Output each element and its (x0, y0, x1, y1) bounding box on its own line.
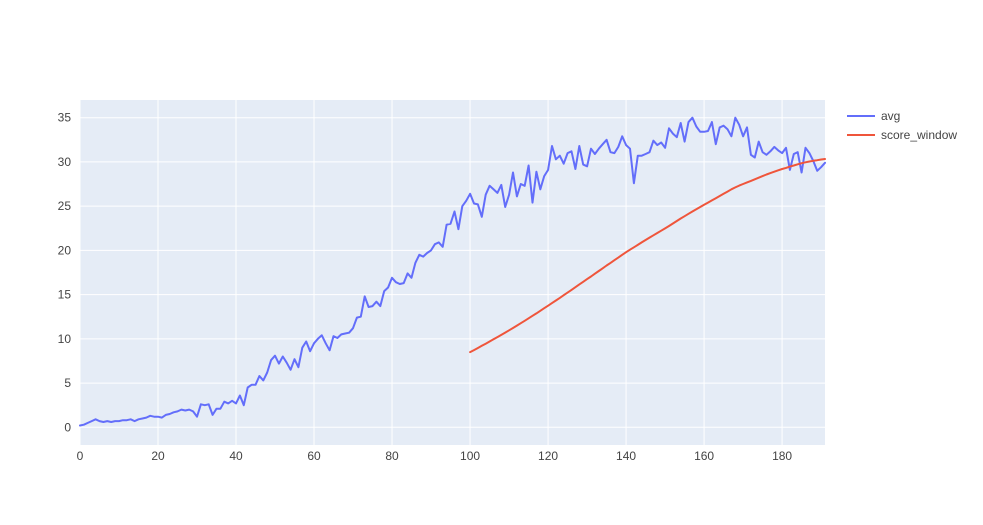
y-tick-label: 30 (58, 155, 72, 169)
x-tick-label: 80 (385, 449, 399, 463)
x-tick-label: 20 (151, 449, 165, 463)
legend-label: avg (881, 109, 900, 123)
series-line-score-window (469, 158, 826, 354)
y-tick-label: 35 (58, 111, 72, 125)
x-tick-label: 60 (307, 449, 321, 463)
x-tick-label: 180 (772, 449, 792, 463)
grid (79, 100, 825, 445)
x-tick-label: 40 (229, 449, 243, 463)
series-line-avg (79, 116, 826, 427)
x-tick-label: 120 (538, 449, 558, 463)
y-tick-label: 15 (58, 288, 72, 302)
series-lines (79, 116, 826, 427)
plot-background (80, 100, 825, 445)
x-axis-ticks: 0 20 40 60 80 100 120 140 160 180 (77, 449, 793, 463)
x-tick-label: 160 (694, 449, 714, 463)
y-tick-label: 20 (58, 243, 72, 257)
y-axis-ticks: 0 5 10 15 20 25 30 35 (58, 111, 72, 435)
y-tick-label: 0 (64, 420, 71, 434)
legend[interactable]: avg score_window (847, 109, 957, 142)
y-tick-label: 10 (58, 332, 72, 346)
legend-item-avg[interactable]: avg (847, 109, 900, 123)
legend-item-score-window[interactable]: score_window (847, 128, 957, 142)
y-tick-label: 25 (58, 199, 72, 213)
x-tick-label: 0 (77, 449, 84, 463)
x-tick-label: 140 (616, 449, 636, 463)
x-tick-label: 100 (460, 449, 480, 463)
y-tick-label: 5 (64, 376, 71, 390)
legend-label: score_window (881, 128, 957, 142)
